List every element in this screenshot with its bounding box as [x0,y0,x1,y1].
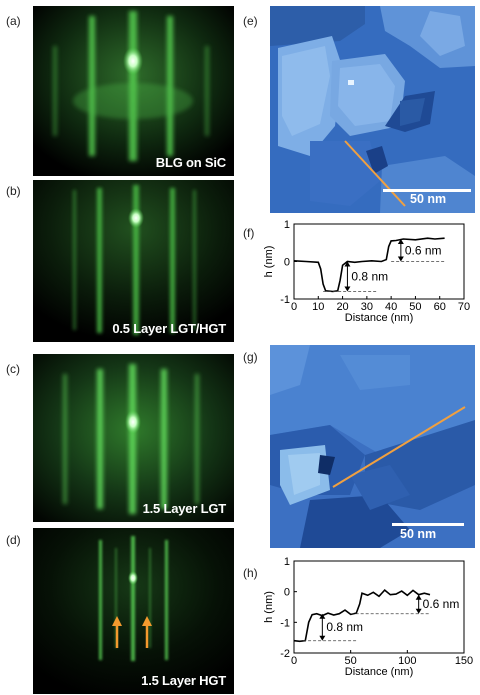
stm-image-g: 50 nm [270,345,475,548]
stm-topography-g [270,345,475,548]
x-tick-label: 60 [434,301,446,313]
panel-label-g: (g) [243,350,258,364]
x-tick-label: 30 [361,301,373,313]
y-tick-label: -2 [280,648,290,660]
caption-a: BLG on SiC [155,155,226,170]
x-tick-label: 50 [345,655,357,667]
rheed-image-d: 1.5 Layer HGT [33,528,234,694]
rheed-pattern-d [33,528,234,694]
panel-label-a: (a) [6,14,21,28]
profile-series-line [293,237,445,293]
profile-series-line [293,589,431,643]
height-profile-chart-h: 0 50 100 150 -2 -1 0 1 Distance (nm) h (nm) 0.6 nm… [263,556,473,678]
y-tick-label: 0 [284,257,290,269]
rheed-pattern-a [33,6,234,176]
y-axis-label: h (nm) [263,246,275,278]
step-height-label: 0.8 nm [326,620,363,634]
x-tick-label: 10 [312,301,324,313]
panel-label-f: (f) [243,226,255,240]
step-arrow-head [415,608,422,614]
x-tick-label: 40 [385,301,397,313]
caption-c: 1.5 Layer LGT [142,501,227,516]
panel-label-e: (e) [243,14,258,28]
rheed-image-c: 1.5 Layer LGT [33,354,234,522]
step-arrow-head [344,286,351,292]
y-axis-label: h (nm) [263,591,275,623]
y-tick-label: -1 [280,294,290,306]
step-arrow-head [344,261,351,267]
rheed-image-b: 0.5 Layer LGT/HGT [33,180,234,342]
scalebar-g [392,523,464,526]
y-tick-label: -1 [280,617,290,629]
caption-d: 1.5 Layer HGT [141,673,226,688]
step-arrow-head [319,635,326,641]
step-height-label: 0.6 nm [405,243,442,257]
panel-label-h: (h) [243,566,258,580]
rheed-pattern-c [33,354,234,522]
scalebar-label-e: 50 nm [410,192,447,206]
x-tick-label: 100 [398,655,416,667]
x-tick-label: 20 [336,301,348,313]
x-tick-label: 50 [409,301,421,313]
profile-line-g [332,406,466,488]
stm-image-e: 50 nm [270,6,475,213]
step-arrow-head [397,239,404,244]
caption-b: 0.5 Layer LGT/HGT [112,321,226,336]
plot-frame [293,560,465,654]
y-tick-label: 1 [284,219,290,231]
y-tick-label: 1 [284,556,290,568]
step-arrow-head [397,256,404,262]
panel-label-d: (d) [6,533,21,547]
step-arrow-head [415,594,422,600]
step-height-label: 0.8 nm [351,270,388,284]
profile-line-e [344,140,406,207]
orange-arrows [112,616,152,648]
x-tick-label: 0 [291,655,297,667]
x-tick-label: 0 [291,301,297,313]
step-height-label: 0.6 nm [423,597,460,611]
rheed-image-a: BLG on SiC [33,6,234,176]
rheed-pattern-b [33,180,234,342]
x-axis-label: Distance (nm) [345,312,413,324]
panel-label-b: (b) [6,184,21,198]
panel-label-c: (c) [6,362,20,376]
x-tick-label: 150 [455,655,473,667]
scalebar-e [383,189,471,192]
stm-topography-e [270,6,475,213]
step-arrow-head [319,613,326,619]
scalebar-label-g: 50 nm [400,527,437,541]
x-axis-label: Distance (nm) [345,666,413,678]
x-tick-label: 70 [458,301,470,313]
y-tick-label: 0 [284,587,290,599]
